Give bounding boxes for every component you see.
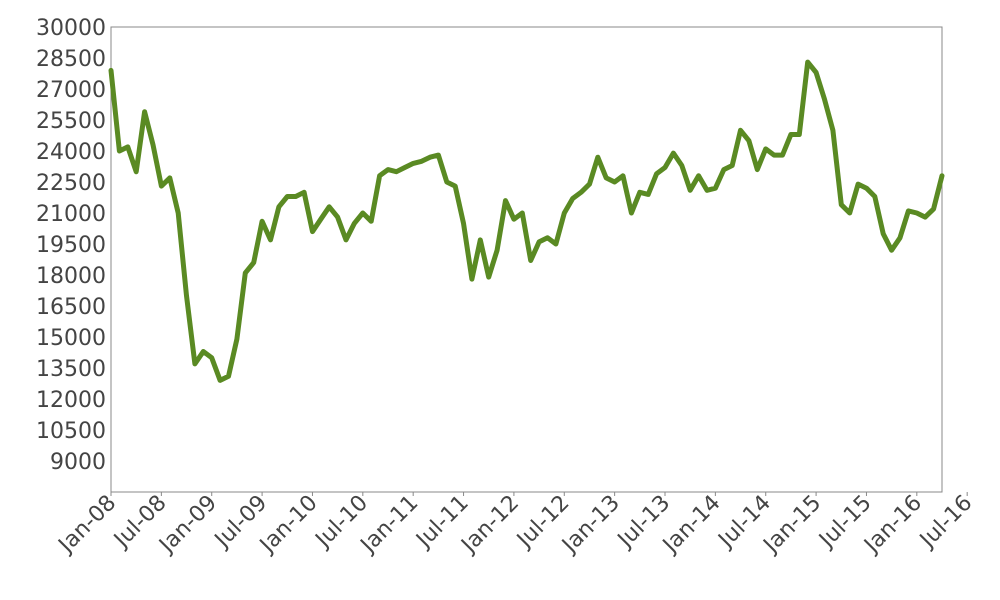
- y-tick-label: 9000: [50, 450, 106, 475]
- y-axis: 9000 10500 12000 13500 15000 16500 18000 19500 2…: [36, 16, 106, 475]
- y-tick-label: 25500: [36, 109, 106, 134]
- plot-area: [110, 26, 943, 493]
- y-tick-label: 30000: [36, 16, 106, 41]
- y-tick-label: 21000: [36, 202, 106, 227]
- series-line: [108, 59, 945, 383]
- y-tick-label: 18000: [36, 264, 106, 289]
- x-tick-label: Jan-08: [53, 491, 121, 559]
- y-tick-label: 19500: [36, 233, 106, 258]
- y-tick-label: 16500: [36, 295, 106, 320]
- x-tick-label: Jul-16: [914, 491, 977, 554]
- x-axis: Jan-08Jul-08Jan-09Jul-09Jan-10Jul-10Jan-…: [53, 491, 978, 559]
- y-tick-label: 22500: [36, 171, 106, 196]
- y-tick-label: 24000: [36, 140, 106, 165]
- y-tick-label: 12000: [36, 388, 106, 413]
- y-tick-label: 10500: [36, 419, 106, 444]
- y-tick-label: 13500: [36, 357, 106, 382]
- y-tick-label: 27000: [36, 78, 106, 103]
- y-tick-label: 28500: [36, 47, 106, 72]
- y-tick-label: 15000: [36, 326, 106, 351]
